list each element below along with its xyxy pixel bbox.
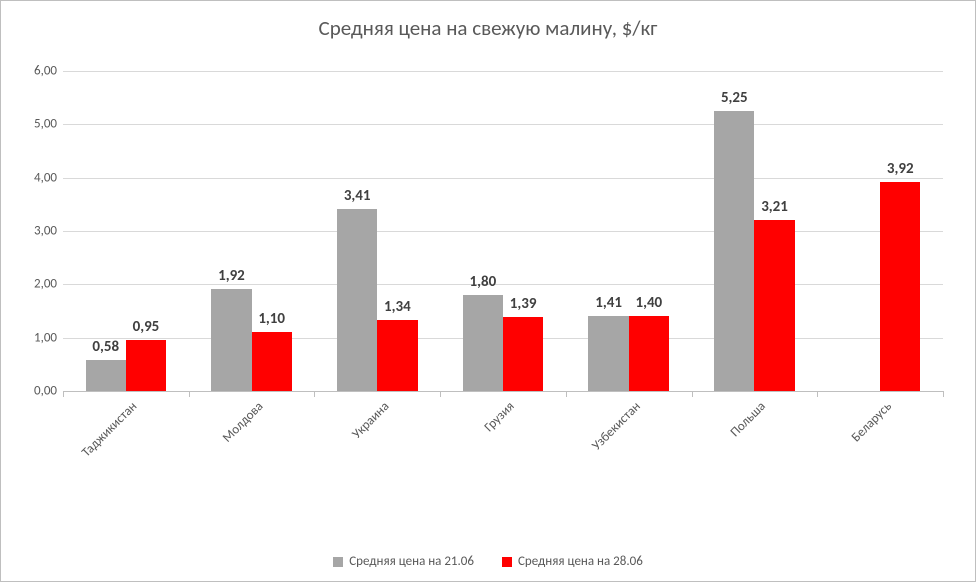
bar: 1,80 <box>463 295 503 391</box>
bar: 0,95 <box>126 340 166 391</box>
y-tick-label: 4,00 <box>34 170 63 185</box>
bar-value-label: 1,40 <box>635 294 662 312</box>
y-tick-label: 1,00 <box>34 330 63 345</box>
x-category-label: Грузия <box>482 399 518 435</box>
x-category-label: Молдова <box>220 399 267 446</box>
bar: 1,92 <box>211 289 251 391</box>
x-category-label: Таджикистан <box>79 399 140 460</box>
x-axis-labels: Таджикистан Молдова Украина Грузия Узбекиста… <box>63 391 943 521</box>
bar-value-label: 1,10 <box>258 310 285 328</box>
chart-container: Средняя цена на свежую малину, $/кг 0,00… <box>0 0 976 582</box>
y-tick-label: 2,00 <box>34 277 63 292</box>
x-tickmark <box>943 391 944 397</box>
bar-value-label: 1,39 <box>510 295 537 313</box>
y-tick-label: 6,00 <box>34 64 63 79</box>
legend-item: Средняя цена на 28.06 <box>502 554 643 569</box>
bar: 3,41 <box>337 209 377 391</box>
legend-label: Средняя цена на 21.06 <box>349 554 474 569</box>
bar: 1,34 <box>377 320 417 391</box>
gridline <box>63 284 943 285</box>
bar-value-label: 3,92 <box>887 160 914 178</box>
legend-swatch <box>333 557 343 567</box>
legend: Средняя цена на 21.06 Средняя цена на 28.… <box>1 554 975 569</box>
bar-value-label: 0,95 <box>133 318 160 336</box>
bar-value-label: 1,92 <box>218 267 245 285</box>
gridline <box>63 124 943 125</box>
legend-label: Средняя цена на 28.06 <box>518 554 643 569</box>
legend-item: Средняя цена на 21.06 <box>333 554 474 569</box>
gridline <box>63 178 943 179</box>
plot-area: 0,001,002,003,004,005,006,000,580,951,92… <box>63 71 943 391</box>
gridline <box>63 231 943 232</box>
bar: 3,21 <box>754 220 794 391</box>
x-category-label: Узбекистан <box>589 399 644 454</box>
bar: 1,40 <box>629 316 669 391</box>
y-tick-label: 5,00 <box>34 117 63 132</box>
bar: 1,41 <box>588 316 628 391</box>
bar: 5,25 <box>714 111 754 391</box>
bar-value-label: 5,25 <box>721 89 748 107</box>
legend-swatch <box>502 557 512 567</box>
chart-title: Средняя цена на свежую малину, $/кг <box>1 1 975 47</box>
bar-value-label: 0,58 <box>92 338 119 356</box>
bar: 0,58 <box>86 360 126 391</box>
x-category-label: Польша <box>728 399 769 440</box>
bar-value-label: 3,41 <box>344 187 371 205</box>
bar-value-label: 1,80 <box>470 273 497 291</box>
gridline <box>63 71 943 72</box>
bar: 1,10 <box>252 332 292 391</box>
bar-value-label: 1,41 <box>595 294 622 312</box>
x-category-label: Беларусь <box>849 399 895 445</box>
y-tick-label: 3,00 <box>34 224 63 239</box>
bar: 1,39 <box>503 317 543 391</box>
bar: 3,92 <box>880 182 920 391</box>
bar-value-label: 3,21 <box>761 198 788 216</box>
bar-value-label: 1,34 <box>384 298 411 316</box>
y-tick-label: 0,00 <box>34 384 63 399</box>
x-category-label: Украина <box>349 399 392 442</box>
